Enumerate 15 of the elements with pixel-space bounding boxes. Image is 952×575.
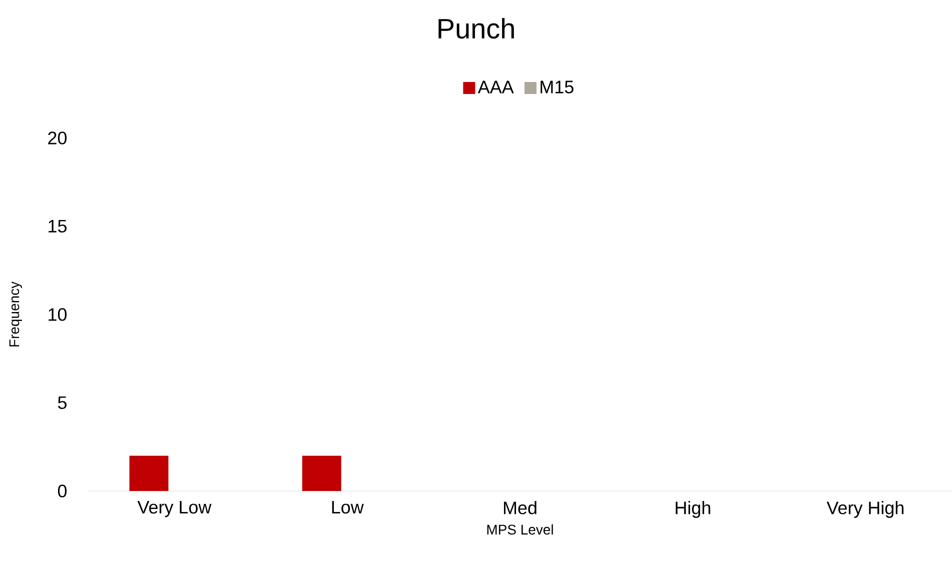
y-tick-label: 5 (58, 396, 67, 410)
x-tick-label: Low (332, 501, 364, 514)
x-tick-label: High (676, 501, 710, 518)
chart-title: Punch (438, 18, 514, 39)
x-tick-label: Very Low (137, 501, 212, 518)
y-tick-label: 10 (48, 308, 67, 321)
x-axis-title: MPS Level (487, 524, 553, 535)
legend-label: M15 (540, 80, 574, 94)
y-axis-title: Frequency (9, 281, 22, 346)
y-tick-label: 0 (58, 484, 67, 498)
x-tick-label: Very High (826, 501, 904, 518)
y-tick-label: 20 (48, 132, 67, 144)
y-tick-label: 15 (48, 220, 67, 233)
legend-label: AAA (478, 80, 514, 94)
x-tick-label: Med (504, 501, 536, 514)
